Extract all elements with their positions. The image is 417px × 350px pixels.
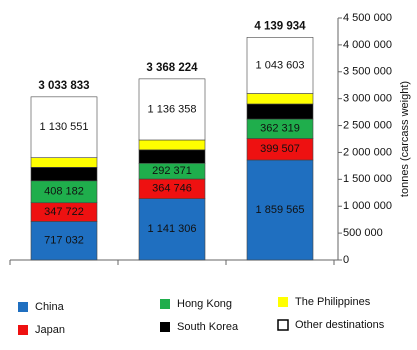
y-tick-label: 0 xyxy=(343,254,349,266)
legend-swatch xyxy=(18,325,28,335)
legend-label: The Philippines xyxy=(295,296,371,308)
bar-segment xyxy=(246,93,314,105)
data-label: 399 507 xyxy=(260,143,300,155)
bar-segment xyxy=(30,167,98,182)
data-label: 1 141 306 xyxy=(148,223,197,235)
y-tick-label: 500 000 xyxy=(343,227,383,239)
data-label: 364 746 xyxy=(152,183,192,195)
data-label: 1 130 551 xyxy=(40,121,89,133)
bar-segment xyxy=(30,221,98,261)
y-axis-label: tonnes (carcass weight) xyxy=(399,81,411,197)
bar-segment xyxy=(246,103,314,120)
data-label: 362 319 xyxy=(260,123,300,135)
data-label: 1 136 358 xyxy=(148,103,197,115)
y-tick-label: 1 000 000 xyxy=(343,200,392,212)
total-label: 3 033 833 xyxy=(38,80,89,92)
y-tick-label: 2 500 000 xyxy=(343,119,392,131)
legend-label: South Korea xyxy=(177,321,239,333)
legend-label: Japan xyxy=(35,324,65,336)
legend-swatch xyxy=(18,302,28,312)
data-label: 717 032 xyxy=(44,235,84,247)
data-label: 1 043 603 xyxy=(256,59,305,71)
legend-swatch xyxy=(278,297,288,307)
y-tick-label: 1 500 000 xyxy=(343,173,392,185)
bar-segment xyxy=(138,198,206,261)
legend-swatch xyxy=(277,319,289,331)
data-label: 292 371 xyxy=(152,165,192,177)
total-label: 3 368 224 xyxy=(146,62,198,74)
total-label: 4 139 934 xyxy=(254,20,306,32)
y-tick-label: 2 000 000 xyxy=(343,146,392,158)
bar-segment xyxy=(30,157,98,168)
legend-swatch xyxy=(160,322,170,332)
data-label: 347 722 xyxy=(44,206,84,218)
y-tick-label: 3 000 000 xyxy=(343,93,392,105)
bar-segment xyxy=(138,139,206,151)
bar-segment xyxy=(138,78,206,141)
data-label: 408 182 xyxy=(44,186,84,198)
bar-segment xyxy=(246,37,314,94)
bar-segment xyxy=(138,149,206,164)
bar-segment xyxy=(246,159,314,261)
data-label: 1 859 565 xyxy=(256,204,305,216)
bar-segment xyxy=(30,96,98,158)
legend-swatch xyxy=(160,299,170,309)
legend-label: China xyxy=(35,301,65,313)
y-tick-label: 4 000 000 xyxy=(343,39,392,51)
legend-label: Other destinations xyxy=(295,319,385,331)
legend-label: Hong Kong xyxy=(177,298,232,310)
y-tick-label: 4 500 000 xyxy=(343,12,392,24)
y-tick-label: 3 500 000 xyxy=(343,66,392,78)
